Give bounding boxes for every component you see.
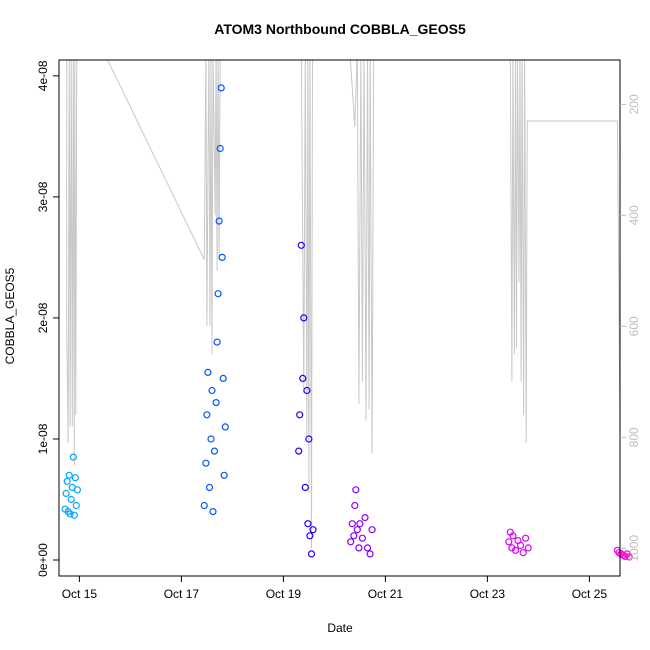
data-point <box>207 435 215 443</box>
data-point <box>505 538 513 546</box>
data-point <box>221 423 229 431</box>
data-point <box>306 532 314 540</box>
data-point <box>200 501 208 510</box>
data-point <box>516 541 525 550</box>
data-point <box>295 447 303 455</box>
series-4 <box>505 528 532 557</box>
series-0 <box>61 453 82 519</box>
data-points-layer <box>61 84 633 561</box>
right-tick-label: 1000 <box>627 535 641 562</box>
y-axis: 0e+00 1e-08 2e-08 3e-08 4e-08 <box>36 60 59 577</box>
x-tick-label: Oct 15 <box>62 587 98 601</box>
y-tick-label: 3e-08 <box>36 181 50 212</box>
x-tick-label: Oct 23 <box>470 587 506 601</box>
data-point <box>208 386 216 395</box>
data-point <box>73 486 82 494</box>
right-altitude-axis: 200 400 600 800 1000 <box>620 94 641 562</box>
data-point <box>301 483 309 491</box>
data-point <box>625 553 633 561</box>
data-point <box>70 511 78 519</box>
y-tick-label: 4e-08 <box>36 60 50 91</box>
data-point <box>210 447 219 455</box>
altitude-trace-layer <box>66 60 620 549</box>
data-point <box>347 538 355 546</box>
data-point <box>219 374 227 382</box>
data-point <box>355 544 363 552</box>
data-point <box>215 217 223 225</box>
data-point <box>524 544 532 552</box>
data-point <box>309 526 317 534</box>
data-point <box>304 520 312 528</box>
data-point <box>509 532 517 540</box>
right-tick-label: 600 <box>627 316 641 336</box>
data-point <box>358 534 366 542</box>
x-tick-label: Oct 25 <box>572 587 608 601</box>
x-tick-label: Oct 17 <box>164 587 200 601</box>
data-point <box>303 386 311 395</box>
x-tick-label: Oct 19 <box>266 587 302 601</box>
series-1 <box>200 84 229 516</box>
data-point <box>203 411 211 419</box>
right-tick-label: 200 <box>627 94 641 114</box>
data-point <box>220 471 228 479</box>
y-tick-label: 2e-08 <box>36 302 50 333</box>
data-point <box>297 241 305 249</box>
data-point <box>218 253 226 261</box>
data-point <box>67 495 75 504</box>
chart-title: ATOM3 Northbound COBBLA_GEOS5 <box>214 21 466 37</box>
data-point <box>300 314 308 322</box>
data-point <box>348 520 356 528</box>
data-point <box>296 411 304 419</box>
data-point <box>213 338 221 346</box>
data-point <box>368 526 376 534</box>
data-point <box>350 532 358 540</box>
data-point <box>361 513 369 522</box>
data-point <box>511 546 520 554</box>
data-point <box>356 520 364 528</box>
data-point <box>217 84 225 92</box>
data-point <box>69 453 77 461</box>
data-point <box>307 550 316 558</box>
x-tick-label: Oct 21 <box>368 587 404 601</box>
data-point <box>63 477 71 485</box>
data-point <box>305 435 313 443</box>
data-point <box>212 399 220 407</box>
data-point <box>72 501 80 510</box>
altitude-trace-line <box>66 60 620 549</box>
y-tick-label: 1e-08 <box>36 423 50 454</box>
data-point <box>202 459 210 467</box>
data-point <box>366 550 374 558</box>
data-point <box>216 144 224 153</box>
series-3 <box>347 486 376 558</box>
y-tick-label: 0e+00 <box>36 543 50 577</box>
data-point <box>65 471 73 479</box>
data-point <box>351 501 359 510</box>
data-point <box>209 508 217 516</box>
data-point <box>521 534 530 542</box>
data-point <box>352 486 360 494</box>
data-point <box>353 526 361 534</box>
right-tick-label: 400 <box>627 205 641 225</box>
data-point <box>299 374 307 382</box>
y-axis-label: COBBLA_GEOS5 <box>3 267 17 364</box>
data-point <box>363 544 372 552</box>
plot-frame <box>58 59 621 577</box>
series-2 <box>295 241 317 558</box>
data-point <box>66 510 74 518</box>
x-axis-label: Date <box>327 621 353 635</box>
data-point <box>214 290 222 298</box>
data-point <box>71 474 79 482</box>
right-tick-label: 800 <box>627 427 641 447</box>
data-point <box>519 549 527 557</box>
data-point <box>204 368 212 376</box>
x-axis: Oct 15 Oct 17 Oct 19 Oct 21 Oct 23 Oct 25 <box>62 576 608 601</box>
data-point <box>62 489 70 497</box>
data-point <box>205 483 214 491</box>
